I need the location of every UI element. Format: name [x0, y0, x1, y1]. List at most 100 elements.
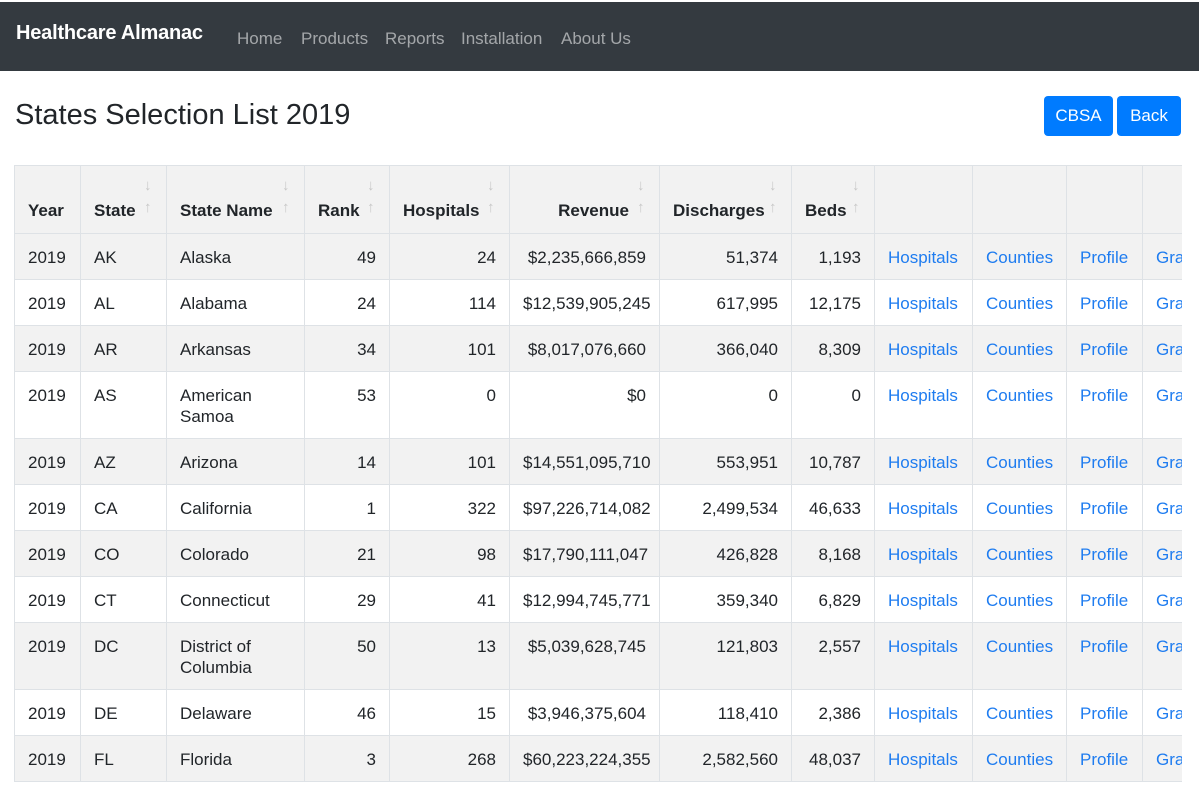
col-header-state-name[interactable]: State Name ↓ ↑ [166, 165, 305, 234]
profile-link[interactable]: Profile [1066, 233, 1143, 280]
cell-hospitals: 98 [389, 530, 510, 577]
col-header-rank[interactable]: Rank ↓ ↑ [304, 165, 390, 234]
cell-revenue: $12,539,905,245 [509, 279, 660, 326]
counties-link[interactable]: Counties [972, 576, 1067, 623]
profile-link[interactable]: Profile [1066, 438, 1143, 485]
nav-installation[interactable]: Installation [461, 29, 543, 48]
sort-arrows-icon[interactable]: ↓ ↑ [367, 177, 375, 216]
cell-year: 2019 [14, 371, 81, 439]
graph-link[interactable]: Gra [1142, 233, 1182, 280]
sort-arrows-icon[interactable]: ↓ ↑ [282, 177, 290, 216]
hospitals-link[interactable]: Hospitals [874, 484, 973, 531]
cell-revenue: $12,994,745,771 [509, 576, 660, 623]
counties-link[interactable]: Counties [972, 735, 1067, 782]
cell-hospitals: 41 [389, 576, 510, 623]
cell-year: 2019 [14, 438, 81, 485]
sort-arrows-icon[interactable]: ↓ ↑ [637, 177, 645, 216]
cell-discharges: 51,374 [659, 233, 792, 280]
counties-link[interactable]: Counties [972, 371, 1067, 439]
cell-rank: 50 [304, 622, 390, 690]
col-header-revenue[interactable]: Revenue ↓ ↑ [509, 165, 660, 234]
col-header-discharges[interactable]: Discharges ↓ ↑ [659, 165, 792, 234]
table-row: 2019 DE Delaware 46 15 $3,946,375,604 118,410 2… [14, 689, 1182, 736]
graph-link[interactable]: Gra [1142, 371, 1182, 439]
sort-arrows-icon[interactable]: ↓ ↑ [487, 177, 495, 216]
cbsa-button[interactable]: CBSA [1044, 96, 1113, 136]
cell-year: 2019 [14, 484, 81, 531]
cell-state: FL [80, 735, 167, 782]
hospitals-link[interactable]: Hospitals [874, 530, 973, 577]
back-button[interactable]: Back [1117, 96, 1181, 136]
profile-link[interactable]: Profile [1066, 622, 1143, 690]
graph-link[interactable]: Gra [1142, 622, 1182, 690]
cell-state-name: Alaska [166, 233, 305, 280]
hospitals-link[interactable]: Hospitals [874, 438, 973, 485]
graph-link[interactable]: Gra [1142, 325, 1182, 372]
profile-link[interactable]: Profile [1066, 279, 1143, 326]
table-row: 2019 AL Alabama 24 114 $12,539,905,245 617,995… [14, 279, 1182, 326]
counties-link[interactable]: Counties [972, 484, 1067, 531]
cell-hospitals: 24 [389, 233, 510, 280]
counties-link[interactable]: Counties [972, 233, 1067, 280]
graph-link[interactable]: Gra [1142, 735, 1182, 782]
cell-discharges: 121,803 [659, 622, 792, 690]
sort-arrows-icon[interactable]: ↓ ↑ [769, 177, 777, 216]
nav-about-us[interactable]: About Us [561, 29, 631, 48]
cell-state-name: California [166, 484, 305, 531]
cell-revenue: $60,223,224,355 [509, 735, 660, 782]
cell-hospitals: 0 [389, 371, 510, 439]
profile-link[interactable]: Profile [1066, 576, 1143, 623]
col-header-year[interactable]: Year [14, 165, 81, 234]
cell-year: 2019 [14, 735, 81, 782]
sort-arrows-icon[interactable]: ↓ ↑ [852, 177, 860, 216]
table-row: 2019 AR Arkansas 34 101 $8,017,076,660 366,040… [14, 325, 1182, 372]
cell-year: 2019 [14, 530, 81, 577]
nav-home[interactable]: Home [237, 29, 283, 48]
cell-state-name: American Samoa [166, 371, 305, 439]
cell-state-name: Arizona [166, 438, 305, 485]
graph-link[interactable]: Gra [1142, 576, 1182, 623]
counties-link[interactable]: Counties [972, 438, 1067, 485]
cell-beds: 8,168 [791, 530, 875, 577]
profile-link[interactable]: Profile [1066, 689, 1143, 736]
col-header-hospitals[interactable]: Hospitals ↓ ↑ [389, 165, 510, 234]
counties-link[interactable]: Counties [972, 530, 1067, 577]
hospitals-link[interactable]: Hospitals [874, 233, 973, 280]
cell-beds: 2,557 [791, 622, 875, 690]
cell-state: AZ [80, 438, 167, 485]
cell-beds: 0 [791, 371, 875, 439]
cell-discharges: 118,410 [659, 689, 792, 736]
nav-products[interactable]: Products [301, 29, 369, 48]
graph-link[interactable]: Gra [1142, 484, 1182, 531]
graph-link[interactable]: Gra [1142, 438, 1182, 485]
brand-logo[interactable]: Healthcare Almanac [16, 22, 203, 44]
cell-year: 2019 [14, 325, 81, 372]
hospitals-link[interactable]: Hospitals [874, 371, 973, 439]
counties-link[interactable]: Counties [972, 689, 1067, 736]
counties-link[interactable]: Counties [972, 622, 1067, 690]
hospitals-link[interactable]: Hospitals [874, 689, 973, 736]
sort-arrows-icon[interactable]: ↓ ↑ [144, 177, 152, 216]
graph-link[interactable]: Gra [1142, 279, 1182, 326]
counties-link[interactable]: Counties [972, 279, 1067, 326]
profile-link[interactable]: Profile [1066, 325, 1143, 372]
cell-revenue: $97,226,714,082 [509, 484, 660, 531]
hospitals-link[interactable]: Hospitals [874, 325, 973, 372]
hospitals-link[interactable]: Hospitals [874, 622, 973, 690]
profile-link[interactable]: Profile [1066, 484, 1143, 531]
cell-state: AL [80, 279, 167, 326]
profile-link[interactable]: Profile [1066, 371, 1143, 439]
counties-link[interactable]: Counties [972, 325, 1067, 372]
hospitals-link[interactable]: Hospitals [874, 735, 973, 782]
hospitals-link[interactable]: Hospitals [874, 576, 973, 623]
profile-link[interactable]: Profile [1066, 530, 1143, 577]
graph-link[interactable]: Gra [1142, 530, 1182, 577]
cell-discharges: 2,499,534 [659, 484, 792, 531]
profile-link[interactable]: Profile [1066, 735, 1143, 782]
hospitals-link[interactable]: Hospitals [874, 279, 973, 326]
col-header-state[interactable]: State ↓ ↑ [80, 165, 167, 234]
graph-link[interactable]: Gra [1142, 689, 1182, 736]
nav-reports[interactable]: Reports [385, 29, 445, 48]
cell-rank: 1 [304, 484, 390, 531]
col-header-beds[interactable]: Beds ↓ ↑ [791, 165, 875, 234]
